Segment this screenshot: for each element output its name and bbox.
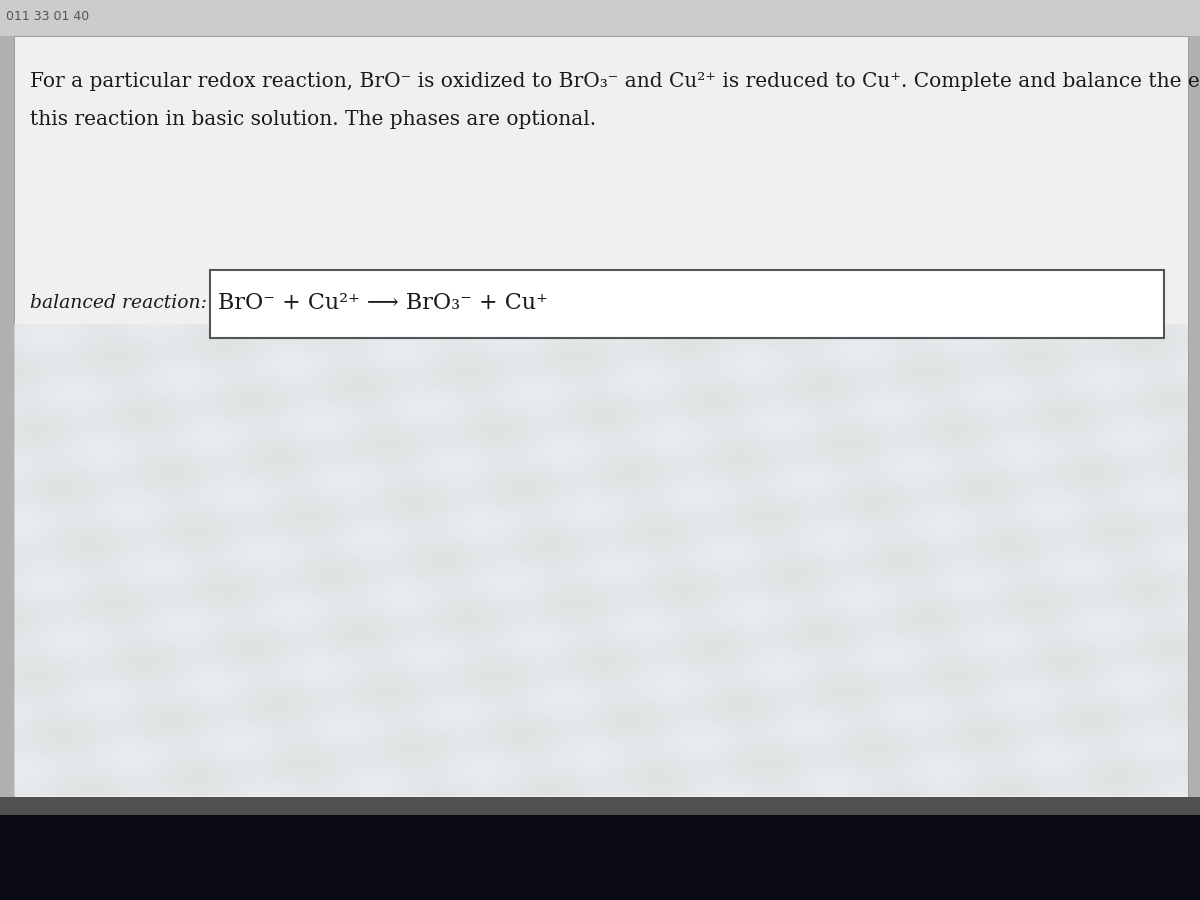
FancyBboxPatch shape: [0, 796, 1200, 816]
FancyBboxPatch shape: [14, 36, 1188, 796]
FancyBboxPatch shape: [210, 270, 1164, 338]
FancyBboxPatch shape: [0, 814, 1200, 900]
Text: this reaction in basic solution. The phases are optional.: this reaction in basic solution. The pha…: [30, 110, 596, 129]
Text: For a particular redox reaction, BrO⁻ is oxidized to BrO₃⁻ and Cu²⁺ is reduced t: For a particular redox reaction, BrO⁻ is…: [30, 72, 1200, 91]
Text: BrO⁻ + Cu²⁺ ⟶ BrO₃⁻ + Cu⁺: BrO⁻ + Cu²⁺ ⟶ BrO₃⁻ + Cu⁺: [218, 292, 548, 314]
Text: balanced reaction:: balanced reaction:: [30, 294, 208, 312]
FancyBboxPatch shape: [0, 0, 1200, 36]
Text: 011 33 01 40: 011 33 01 40: [6, 10, 89, 22]
